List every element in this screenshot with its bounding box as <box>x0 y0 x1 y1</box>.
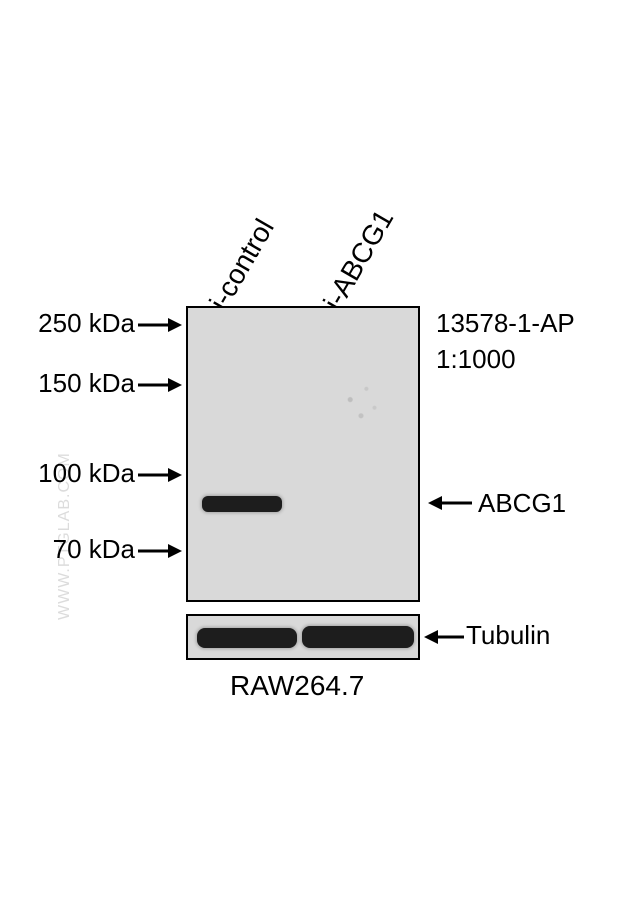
mw-label-250: 250 kDa <box>20 308 135 339</box>
figure-canvas: WWW.PTGLAB.COM si-control si-ABCG1 250 k… <box>0 0 644 903</box>
mw-label-100: 100 kDa <box>20 458 135 489</box>
mw-arrow-150 <box>138 374 182 396</box>
band-tubulin-lane2 <box>302 626 414 648</box>
mw-arrow-250 <box>138 314 182 336</box>
abcg1-arrow-icon <box>428 492 472 514</box>
tubulin-label: Tubulin <box>466 620 550 651</box>
noise-speckle <box>334 378 388 432</box>
mw-arrow-100 <box>138 464 182 486</box>
cell-line-label: RAW264.7 <box>230 670 364 702</box>
blot-main-panel <box>186 306 420 602</box>
abcg1-target-label: ABCG1 <box>478 488 566 519</box>
tubulin-arrow-icon <box>424 626 464 648</box>
antibody-dilution-label: 1:1000 <box>436 344 516 375</box>
band-abcg1-sicontrol <box>202 496 282 512</box>
mw-label-70: 70 kDa <box>34 534 135 565</box>
mw-arrow-70 <box>138 540 182 562</box>
antibody-catalog-label: 13578-1-AP <box>436 308 575 339</box>
band-tubulin-lane1 <box>197 628 297 648</box>
mw-label-150: 150 kDa <box>20 368 135 399</box>
blot-tubulin-panel <box>186 614 420 660</box>
